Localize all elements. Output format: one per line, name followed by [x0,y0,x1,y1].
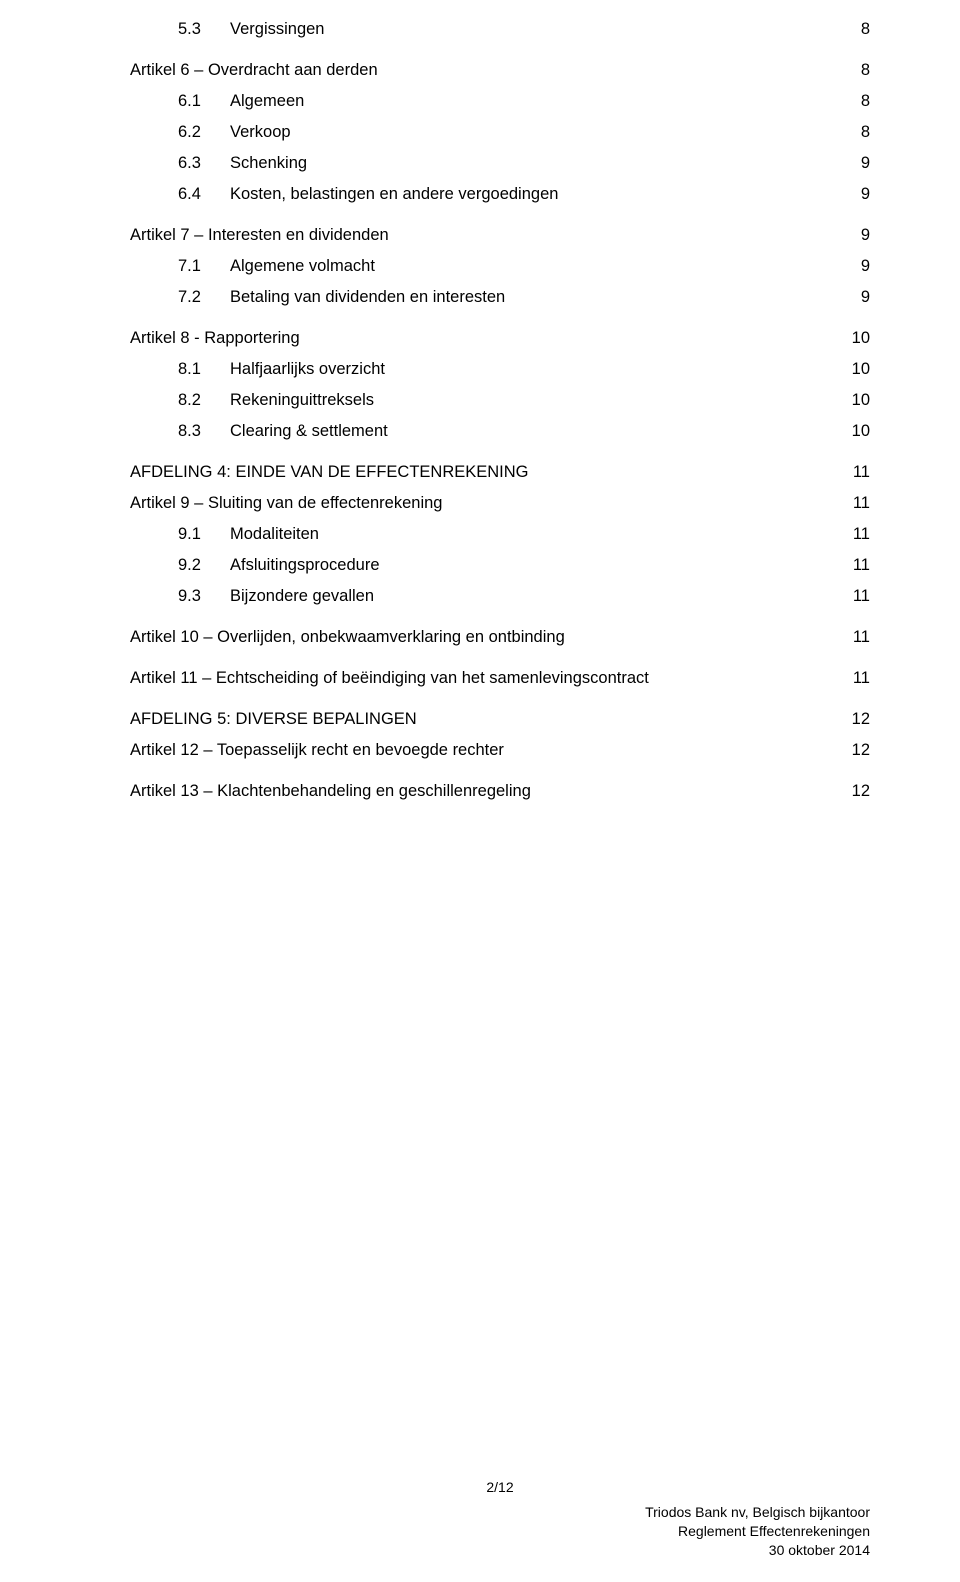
toc-entry: AFDELING 5: DIVERSE BEPALINGEN 12 [130,710,870,729]
toc-entry-page: 12 [852,710,870,729]
toc-entry: 9.1Modaliteiten 11 [130,525,870,544]
toc-entry: AFDELING 4: EINDE VAN DE EFFECTENREKENIN… [130,463,870,482]
toc-entry-title: Artikel 11 – Echtscheiding of beëindigin… [130,669,649,688]
toc-entry: 8.2Rekeninguittreksels 10 [130,391,870,410]
toc-entry: 9.3Bijzondere gevallen 11 [130,587,870,606]
toc-entry-page: 9 [861,185,870,204]
toc-entry-number: 8.2 [178,391,230,410]
toc-entry: Artikel 12 – Toepasselijk recht en bevoe… [130,741,870,760]
toc-entry-number: 8.3 [178,422,230,441]
toc-entry-title: Schenking [230,154,307,173]
toc-entry: 8.1Halfjaarlijks overzicht 10 [130,360,870,379]
footer-pagination: 2/12 [130,1479,870,1495]
toc-entry-title: Afsluitingsprocedure [230,556,380,575]
toc-entry: Artikel 10 – Overlijden, onbekwaamverkla… [130,628,870,647]
toc-entry-number: 5.3 [178,20,230,39]
toc-entry-number: 6.3 [178,154,230,173]
footer-company: Triodos Bank nv, Belgisch bijkantoor [130,1503,870,1522]
toc-entry: Artikel 11 – Echtscheiding of beëindigin… [130,669,870,688]
toc-entry: 6.1Algemeen 8 [130,92,870,111]
toc-entry: 7.2Betaling van dividenden en interesten… [130,288,870,307]
toc-entry: Artikel 13 – Klachtenbehandeling en gesc… [130,782,870,801]
toc-entry-title: Modaliteiten [230,525,319,544]
toc-entry-page: 10 [852,329,870,348]
toc-entry-number: 7.1 [178,257,230,276]
toc-entry-title: Artikel 12 – Toepasselijk recht en bevoe… [130,741,504,760]
toc-entry-title: Artikel 10 – Overlijden, onbekwaamverkla… [130,628,565,647]
toc-entry-title: Artikel 6 – Overdracht aan derden [130,61,378,80]
toc-entry: 7.1Algemene volmacht 9 [130,257,870,276]
toc-entry: 6.4Kosten, belastingen en andere vergoed… [130,185,870,204]
toc-entry-title: Algemeen [230,92,304,111]
toc-entry-title: Algemene volmacht [230,257,375,276]
toc-entry-title: AFDELING 4: EINDE VAN DE EFFECTENREKENIN… [130,463,529,482]
toc-entry-page: 8 [861,123,870,142]
toc-entry-title: Artikel 8 - Rapportering [130,329,300,348]
toc-entry: Artikel 7 – Interesten en dividenden 9 [130,226,870,245]
toc-entry-number: 9.2 [178,556,230,575]
toc-entry-page: 11 [853,494,870,513]
footer-doc-title: Reglement Effectenrekeningen [130,1522,870,1541]
page-footer: 2/12 Triodos Bank nv, Belgisch bijkantoo… [0,1479,960,1560]
toc-entry: 5.3Vergissingen 8 [130,20,870,39]
toc-entry-page: 9 [861,154,870,173]
toc-entry-page: 12 [852,782,870,801]
toc-entry-page: 8 [861,61,870,80]
toc-entry-title: Artikel 13 – Klachtenbehandeling en gesc… [130,782,531,801]
toc-entry-page: 9 [861,257,870,276]
toc-entry-number: 8.1 [178,360,230,379]
toc-entry: 6.2Verkoop 8 [130,123,870,142]
toc-entry-number: 9.1 [178,525,230,544]
toc-entry-page: 8 [861,92,870,111]
toc-entry-page: 11 [853,463,870,482]
toc-entry-title: Verkoop [230,123,291,142]
toc-entry-title: Bijzondere gevallen [230,587,374,606]
toc-entry: Artikel 8 - Rapportering 10 [130,329,870,348]
toc-entry-page: 9 [861,288,870,307]
toc-entry-page: 10 [852,391,870,410]
toc-entry-title: Rekeninguittreksels [230,391,374,410]
toc-entry: 8.3Clearing & settlement 10 [130,422,870,441]
footer-right-block: Triodos Bank nv, Belgisch bijkantoor Reg… [130,1503,870,1560]
toc-entry-page: 12 [852,741,870,760]
toc-entry-title: Halfjaarlijks overzicht [230,360,385,379]
toc-entry-page: 10 [852,360,870,379]
toc-entry-title: Artikel 9 – Sluiting van de effectenreke… [130,494,442,513]
toc-entry-title: Vergissingen [230,20,324,39]
toc-entry-number: 6.1 [178,92,230,111]
toc-entry: Artikel 9 – Sluiting van de effectenreke… [130,494,870,513]
toc-entry-page: 8 [861,20,870,39]
table-of-contents: 5.3Vergissingen8Artikel 6 – Overdracht a… [130,20,870,801]
toc-entry-title: Betaling van dividenden en interesten [230,288,505,307]
toc-entry-number: 6.4 [178,185,230,204]
toc-entry-title: Kosten, belastingen en andere vergoeding… [230,185,558,204]
toc-entry-page: 11 [853,525,870,544]
toc-entry-title: Clearing & settlement [230,422,388,441]
toc-entry: 9.2Afsluitingsprocedure 11 [130,556,870,575]
toc-entry-page: 9 [861,226,870,245]
toc-entry-page: 11 [853,628,870,647]
toc-entry-title: Artikel 7 – Interesten en dividenden [130,226,389,245]
toc-entry-number: 6.2 [178,123,230,142]
toc-entry: Artikel 6 – Overdracht aan derden 8 [130,61,870,80]
footer-date: 30 oktober 2014 [130,1541,870,1560]
toc-entry-page: 11 [853,556,870,575]
toc-entry-page: 10 [852,422,870,441]
toc-entry-number: 9.3 [178,587,230,606]
toc-entry: 6.3Schenking 9 [130,154,870,173]
toc-entry-number: 7.2 [178,288,230,307]
toc-entry-page: 11 [853,587,870,606]
toc-entry-page: 11 [853,669,870,688]
toc-entry-title: AFDELING 5: DIVERSE BEPALINGEN [130,710,417,729]
